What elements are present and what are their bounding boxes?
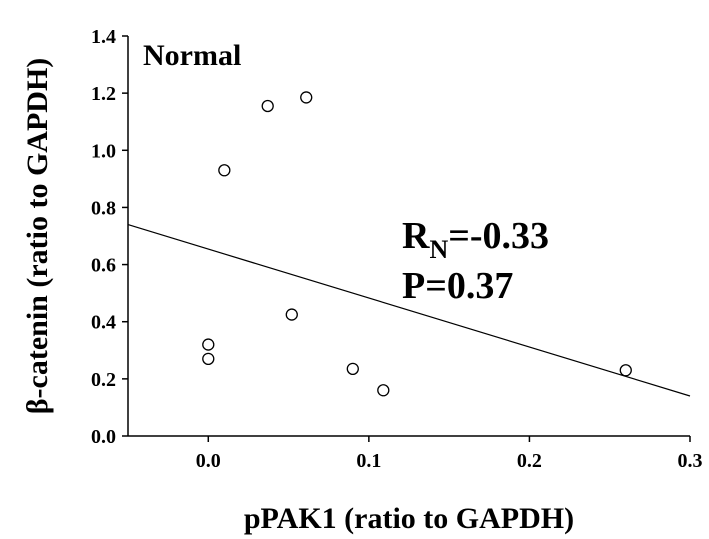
y-tick-label: 0.6 (91, 255, 116, 277)
y-tick-label: 0.2 (91, 369, 116, 391)
data-point (377, 384, 390, 397)
correlation-value: =-0.33 (448, 215, 549, 257)
points-layer (202, 91, 632, 397)
x-tick-label: 0.3 (678, 450, 703, 472)
axes (127, 36, 690, 437)
x-ticks: 0.0 0.1 0.2 0.3 (196, 436, 703, 472)
x-axis-title: pPAK1 (ratio to GAPDH) (244, 502, 574, 535)
y-tick-label: 0.0 (91, 426, 116, 448)
correlation-subscript: N (429, 235, 448, 264)
regression-line (127, 223, 691, 397)
data-point (202, 352, 215, 366)
y-ticks: 0.0 0.2 0.4 0.6 0.8 1.0 1.2 1.4 (91, 26, 128, 448)
x-tick-label: 0.0 (196, 450, 221, 472)
y-axis-title: β-catenin (ratio to GAPDH) (21, 58, 54, 415)
regression-layer (127, 223, 691, 397)
data-point (202, 338, 215, 351)
data-point (218, 164, 231, 177)
y-tick-label: 0.8 (91, 197, 116, 219)
y-tick-label: 1.0 (91, 140, 116, 162)
p-value-label: P=0.37 (402, 265, 513, 307)
data-point (285, 308, 298, 321)
data-point (346, 362, 359, 376)
y-tick-label: 1.2 (91, 83, 116, 105)
correlation-r-prefix: R (402, 215, 430, 257)
data-point (261, 99, 274, 113)
x-tick-label: 0.1 (356, 450, 381, 472)
y-tick-label: 1.4 (91, 26, 116, 48)
data-point (619, 364, 632, 377)
x-tick-label: 0.2 (517, 450, 542, 472)
data-point (300, 91, 313, 104)
y-tick-label: 0.4 (91, 312, 116, 334)
correlation-label: RN=-0.33 (402, 215, 549, 264)
panel-label: Normal (143, 39, 241, 72)
